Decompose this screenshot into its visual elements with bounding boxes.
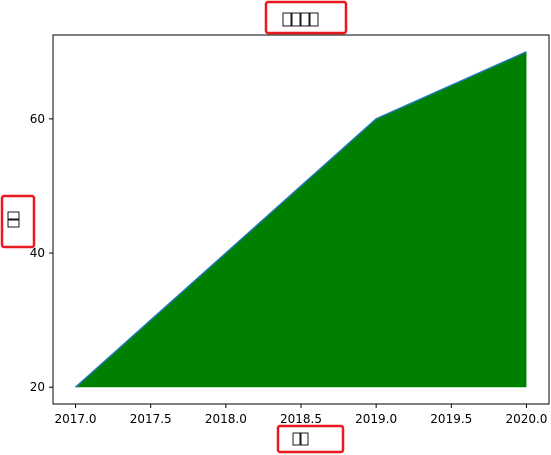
x-tick-label: 2018.0 bbox=[205, 412, 247, 426]
data-layer bbox=[75, 51, 527, 388]
x-tick-label: 2020.0 bbox=[505, 412, 547, 426]
y-axis-label-highlight-box bbox=[0, 194, 36, 249]
y-axis-ticks: 20 40 60 bbox=[30, 112, 53, 394]
x-tick-label: 2017.5 bbox=[130, 412, 172, 426]
x-axis-label bbox=[276, 424, 345, 454]
x-tick-label: 2019.5 bbox=[430, 412, 472, 426]
x-axis-label-glyphs bbox=[292, 432, 309, 446]
y-tick-label: 40 bbox=[30, 246, 45, 260]
x-tick-label: 2019.0 bbox=[355, 412, 397, 426]
x-tick-label: 2017.0 bbox=[55, 412, 97, 426]
chart-title bbox=[264, 0, 348, 35]
chart-title-highlight-box bbox=[264, 0, 348, 35]
y-axis-label bbox=[0, 194, 36, 249]
x-axis-ticks: 2017.0 2017.5 2018.0 2018.5 2019.0 2019.5 2020… bbox=[55, 404, 547, 426]
x-tick-label: 2018.5 bbox=[280, 412, 322, 426]
y-tick-label: 20 bbox=[30, 380, 45, 394]
series-line bbox=[75, 51, 527, 388]
x-axis-label-highlight-box bbox=[276, 424, 345, 454]
y-tick-label: 60 bbox=[30, 112, 45, 126]
y-axis-label-glyphs bbox=[7, 211, 20, 228]
area-fill bbox=[75, 51, 527, 388]
chart-title-glyphs bbox=[282, 12, 319, 27]
